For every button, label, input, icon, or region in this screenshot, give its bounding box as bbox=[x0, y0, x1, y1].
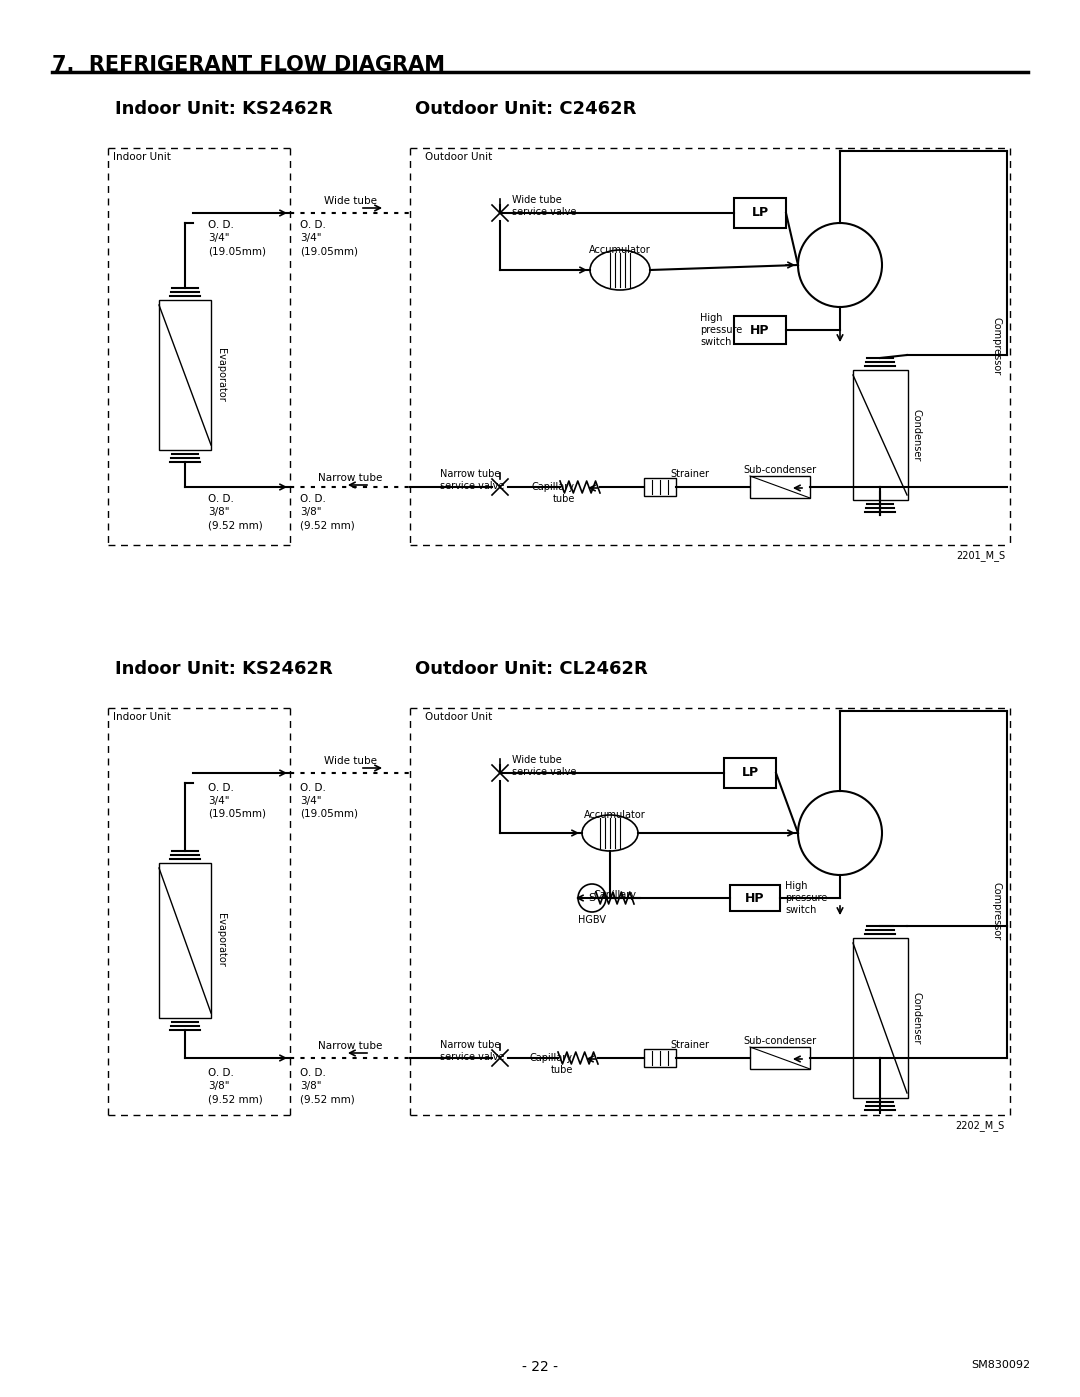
Bar bbox=[734, 198, 786, 228]
Text: (19.05mm): (19.05mm) bbox=[208, 809, 266, 819]
Ellipse shape bbox=[590, 250, 650, 291]
Text: Evaporator: Evaporator bbox=[216, 914, 226, 967]
Bar bbox=[159, 863, 211, 1018]
Text: O. D.: O. D. bbox=[208, 1067, 234, 1078]
Bar bbox=[853, 370, 908, 500]
Text: S: S bbox=[589, 893, 595, 902]
Text: Capillary
tube: Capillary tube bbox=[530, 1053, 573, 1074]
Text: Narrow tube: Narrow tube bbox=[318, 1041, 382, 1051]
Text: Narrow tube
service valve: Narrow tube service valve bbox=[440, 469, 504, 490]
Text: O. D.: O. D. bbox=[208, 219, 234, 231]
Text: Capillary: Capillary bbox=[594, 890, 636, 900]
Text: 7.  REFRIGERANT FLOW DIAGRAM: 7. REFRIGERANT FLOW DIAGRAM bbox=[52, 54, 445, 75]
Text: Indoor Unit: KS2462R: Indoor Unit: KS2462R bbox=[114, 101, 333, 117]
Bar bbox=[159, 300, 211, 450]
Text: 3/8": 3/8" bbox=[208, 507, 229, 517]
Text: Outdoor Unit: C2462R: Outdoor Unit: C2462R bbox=[415, 101, 636, 117]
Text: SM830092: SM830092 bbox=[971, 1361, 1030, 1370]
Text: LP: LP bbox=[742, 767, 758, 780]
Text: High
pressure
switch: High pressure switch bbox=[700, 313, 742, 346]
Text: Indoor Unit: KS2462R: Indoor Unit: KS2462R bbox=[114, 659, 333, 678]
Bar bbox=[750, 1046, 810, 1069]
Text: Outdoor Unit: Outdoor Unit bbox=[426, 712, 492, 722]
Bar bbox=[644, 478, 676, 496]
Text: O. D.: O. D. bbox=[300, 782, 326, 793]
Text: O. D.: O. D. bbox=[208, 495, 234, 504]
Text: (9.52 mm): (9.52 mm) bbox=[208, 1094, 262, 1104]
Text: 2201_M_S: 2201_M_S bbox=[956, 550, 1005, 562]
Text: 2202_M_S: 2202_M_S bbox=[956, 1120, 1005, 1132]
Text: Strainer: Strainer bbox=[670, 1039, 708, 1051]
Text: 3/4": 3/4" bbox=[300, 233, 322, 243]
Text: (19.05mm): (19.05mm) bbox=[300, 809, 357, 819]
Text: Indoor Unit: Indoor Unit bbox=[113, 712, 171, 722]
Text: 3/8": 3/8" bbox=[300, 507, 322, 517]
Circle shape bbox=[798, 791, 882, 875]
Text: Outdoor Unit: CL2462R: Outdoor Unit: CL2462R bbox=[415, 659, 648, 678]
Text: Narrow tube: Narrow tube bbox=[318, 474, 382, 483]
Text: (9.52 mm): (9.52 mm) bbox=[300, 1094, 354, 1104]
Text: High
pressure
switch: High pressure switch bbox=[785, 882, 827, 915]
Text: 3/8": 3/8" bbox=[300, 1081, 322, 1091]
Text: 3/4": 3/4" bbox=[208, 796, 229, 806]
Text: HP: HP bbox=[751, 324, 770, 337]
Text: O. D.: O. D. bbox=[300, 219, 326, 231]
Bar bbox=[730, 886, 780, 911]
Text: Indoor Unit: Indoor Unit bbox=[113, 152, 171, 162]
Text: Sub-condenser: Sub-condenser bbox=[743, 465, 816, 475]
Text: (9.52 mm): (9.52 mm) bbox=[208, 520, 262, 529]
Text: - 22 -: - 22 - bbox=[522, 1361, 558, 1375]
Text: O. D.: O. D. bbox=[300, 495, 326, 504]
Bar bbox=[644, 1049, 676, 1067]
Text: Compressor: Compressor bbox=[993, 882, 1002, 940]
Text: LP: LP bbox=[752, 207, 769, 219]
Bar bbox=[853, 937, 908, 1098]
Bar bbox=[724, 759, 777, 788]
Bar bbox=[750, 476, 810, 497]
Text: Compressor: Compressor bbox=[993, 317, 1002, 376]
Text: Sub-condenser: Sub-condenser bbox=[743, 1037, 816, 1046]
Text: Capillary
tube: Capillary tube bbox=[532, 482, 575, 503]
Text: O. D.: O. D. bbox=[208, 782, 234, 793]
Ellipse shape bbox=[582, 814, 638, 851]
Text: Evaporator: Evaporator bbox=[216, 348, 226, 402]
Text: Condenser: Condenser bbox=[912, 992, 922, 1044]
Text: Wide tube: Wide tube bbox=[324, 756, 377, 766]
Text: Strainer: Strainer bbox=[670, 469, 708, 479]
Text: Narrow tube
service valve: Narrow tube service valve bbox=[440, 1039, 504, 1062]
Text: O. D.: O. D. bbox=[300, 1067, 326, 1078]
Text: Accumulator: Accumulator bbox=[589, 244, 651, 256]
Circle shape bbox=[798, 224, 882, 307]
Text: (9.52 mm): (9.52 mm) bbox=[300, 520, 354, 529]
Text: 3/4": 3/4" bbox=[208, 233, 229, 243]
Text: HP: HP bbox=[745, 891, 765, 904]
Text: 3/8": 3/8" bbox=[208, 1081, 229, 1091]
Circle shape bbox=[578, 884, 606, 912]
Text: Wide tube
service valve: Wide tube service valve bbox=[512, 754, 577, 777]
Text: Wide tube
service valve: Wide tube service valve bbox=[512, 196, 577, 217]
Text: Accumulator: Accumulator bbox=[584, 810, 646, 820]
Text: 3/4": 3/4" bbox=[300, 796, 322, 806]
Text: (19.05mm): (19.05mm) bbox=[300, 246, 357, 256]
Text: Condenser: Condenser bbox=[912, 409, 922, 461]
Text: HGBV: HGBV bbox=[578, 915, 606, 925]
Text: (19.05mm): (19.05mm) bbox=[208, 246, 266, 256]
Text: Wide tube: Wide tube bbox=[324, 196, 377, 205]
Bar bbox=[734, 316, 786, 344]
Text: Outdoor Unit: Outdoor Unit bbox=[426, 152, 492, 162]
